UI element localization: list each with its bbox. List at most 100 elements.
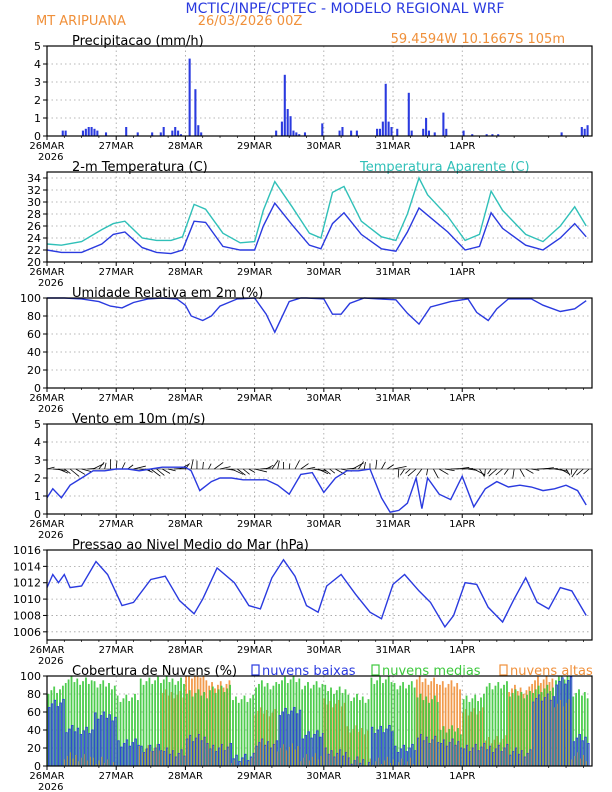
y-tick-label: 3 bbox=[34, 76, 41, 89]
y-tick-label: 22 bbox=[27, 244, 41, 257]
x-tick-label: 1APR bbox=[449, 393, 475, 404]
precip-bar bbox=[433, 132, 436, 136]
x-tick-label: 1APR bbox=[449, 645, 475, 656]
precip-bar bbox=[84, 128, 87, 136]
panel-frame bbox=[46, 423, 593, 515]
x-tick-label: 31MAR bbox=[375, 771, 410, 782]
y-tick-label: 24 bbox=[27, 232, 41, 245]
y-tick-label: 1 bbox=[34, 112, 41, 125]
x-tick-label: 1APR bbox=[449, 267, 475, 278]
cloud-bar-mid bbox=[232, 700, 234, 767]
cloud-bar-mid bbox=[240, 699, 243, 767]
x-tick-label: 27MAR bbox=[99, 267, 134, 278]
wind-barb bbox=[392, 466, 407, 470]
y-tick-label: 2 bbox=[34, 472, 41, 485]
panel-title: Umidade Relativa em 2m (%) bbox=[72, 286, 263, 301]
precip-bar bbox=[355, 130, 358, 136]
series-line-temperatura-aparente bbox=[46, 176, 587, 246]
y-tick-label: 32 bbox=[27, 184, 41, 197]
y-tick-label: 40 bbox=[27, 346, 41, 359]
x-year-label: 2026 bbox=[38, 656, 63, 667]
wind-barb bbox=[487, 468, 492, 475]
y-tick-label: 26 bbox=[27, 220, 41, 233]
precip-bar bbox=[188, 58, 191, 136]
precip-bar bbox=[425, 118, 428, 136]
wind-barb bbox=[265, 464, 274, 470]
precip-bar bbox=[200, 132, 203, 136]
wind-barb bbox=[473, 468, 486, 476]
precip-bar bbox=[387, 121, 390, 136]
x-tick-label: 26MAR bbox=[29, 771, 64, 782]
wind-barb bbox=[570, 468, 573, 475]
legend-label: nuvens altas bbox=[510, 664, 593, 679]
wind-barb bbox=[583, 468, 590, 475]
x-year-label: 2026 bbox=[38, 278, 63, 289]
panel-precip: 0 1 2 3 4 5 26MAR 27MAR 28MAR 29MAR 30MAR 31MAR 1APR… bbox=[29, 34, 593, 163]
wind-barb bbox=[190, 459, 194, 470]
cloud-bar-mid bbox=[361, 696, 364, 767]
series-line-umidade-relativa bbox=[47, 297, 587, 334]
precip-bar bbox=[177, 130, 180, 136]
precip-bar bbox=[96, 130, 99, 136]
y-tick-label: 4 bbox=[34, 436, 41, 449]
precip-bar bbox=[580, 127, 583, 136]
panels-group: 0 1 2 3 4 5 26MAR 27MAR 28MAR 29MAR 30MAR 31MAR 1APR… bbox=[13, 34, 593, 792]
wind-barb bbox=[81, 468, 92, 472]
precip-bar bbox=[303, 132, 307, 136]
y-tick-label: 3 bbox=[34, 454, 41, 467]
precip-bar bbox=[350, 130, 353, 136]
y-tick-label: 0 bbox=[34, 760, 41, 773]
y-tick-label: 1 bbox=[34, 490, 41, 503]
panel-title: Pressao ao Nivel Medio do Mar (hPa) bbox=[72, 538, 309, 553]
wind-barb bbox=[162, 468, 171, 474]
legend-swatch bbox=[499, 664, 508, 676]
wind-barb bbox=[271, 459, 279, 470]
x-tick-label: 29MAR bbox=[237, 645, 272, 656]
x-year-label: 2026 bbox=[38, 152, 63, 163]
precip-bar bbox=[390, 127, 393, 136]
x-tick-label: 28MAR bbox=[168, 393, 203, 404]
y-tick-label: 60 bbox=[27, 706, 41, 719]
wind-barb bbox=[525, 468, 534, 474]
y-tick-label: 0 bbox=[34, 130, 41, 143]
x-tick-label: 28MAR bbox=[168, 645, 203, 656]
cloud-legend: nuvens baixas nuvens medias nuvens altas bbox=[251, 664, 593, 679]
x-tick-label: 28MAR bbox=[168, 267, 203, 278]
y-tick-label: 28 bbox=[27, 208, 41, 221]
wind-barb bbox=[75, 468, 86, 475]
wind-barb bbox=[519, 468, 525, 477]
wind-barb bbox=[571, 468, 578, 478]
precip-bar bbox=[81, 130, 84, 136]
precip-bar bbox=[427, 130, 431, 136]
header-location: MT ARIPUANA bbox=[36, 14, 126, 29]
legend-swatch bbox=[251, 664, 260, 676]
x-tick-label: 30MAR bbox=[306, 267, 341, 278]
precip-bar bbox=[410, 130, 413, 136]
panel-title: Cobertura de Nuvens (%) bbox=[72, 664, 237, 679]
y-tick-label: 1014 bbox=[13, 560, 41, 573]
x-tick-label: 27MAR bbox=[99, 645, 134, 656]
cloud-bar-mid bbox=[249, 698, 252, 767]
x-tick-label: 31MAR bbox=[375, 645, 410, 656]
y-tick-label: 60 bbox=[27, 328, 41, 341]
wind-barb bbox=[115, 460, 118, 470]
legend-label: nuvens medias bbox=[382, 664, 481, 679]
wind-barb bbox=[397, 468, 400, 478]
wind-barb bbox=[323, 468, 331, 475]
wind-barb bbox=[242, 468, 250, 475]
cloud-bar-mid bbox=[174, 684, 177, 767]
x-tick-label: 29MAR bbox=[237, 519, 272, 530]
header-run: 26/03/2026 00Z bbox=[198, 14, 303, 29]
y-tick-label: 5 bbox=[34, 40, 41, 53]
wind-barb bbox=[121, 462, 126, 470]
legend-swatch bbox=[371, 664, 380, 676]
wind-barb bbox=[488, 468, 498, 477]
precip-bar bbox=[136, 132, 139, 136]
wind-barb bbox=[133, 465, 146, 470]
wind-barb bbox=[554, 468, 569, 472]
precip-bar bbox=[321, 123, 324, 136]
series-line-pressao bbox=[46, 558, 587, 629]
cloud-bar-mid bbox=[523, 698, 526, 767]
cloud-bar-mid bbox=[356, 693, 358, 767]
